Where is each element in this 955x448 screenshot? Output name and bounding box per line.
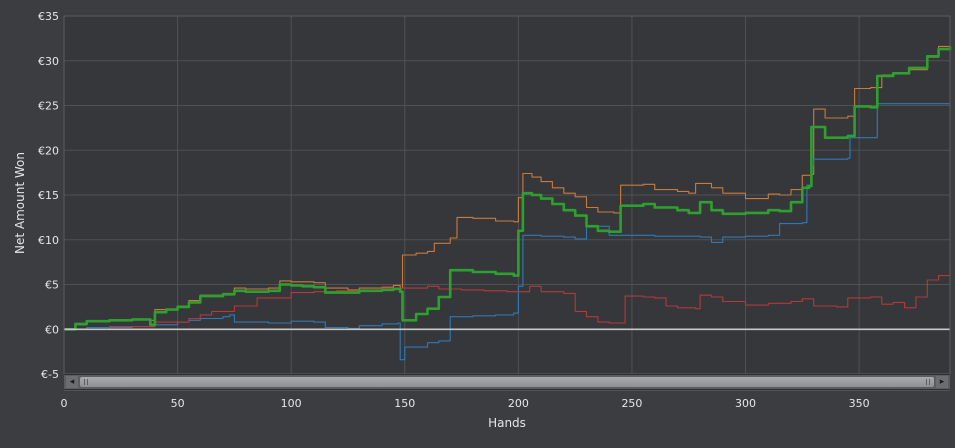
x-tick-label: 0	[61, 397, 68, 410]
grip-line	[929, 379, 930, 385]
x-tick-label: 300	[735, 397, 756, 410]
y-tick-label: €30	[38, 55, 59, 68]
y-tick-label: €20	[38, 144, 59, 157]
y-tick-label: €25	[38, 100, 59, 113]
series-layer	[64, 45, 952, 361]
y-tick-label: €5	[45, 279, 59, 292]
series-line-main	[64, 46, 952, 331]
axis-layer: €-5 €0 €5 €10 €15 €20 €25 €30 €35 0 50 100 150 200 250…	[38, 10, 951, 410]
y-tick-label: €15	[38, 189, 59, 202]
y-tick-label: €10	[38, 234, 59, 247]
scroll-right-button[interactable]: ▸	[936, 376, 948, 388]
y-tick-label: €-5	[41, 368, 59, 381]
x-tick-label: 250	[621, 397, 642, 410]
series-line	[64, 266, 951, 330]
horizontal-scrollbar[interactable]: ◂ ▸	[64, 374, 950, 390]
x-tick-label: 100	[281, 397, 302, 410]
x-tick-label: 350	[849, 397, 870, 410]
grip-line	[84, 379, 85, 385]
grip-line	[87, 379, 88, 385]
x-axis-title: Hands	[488, 416, 526, 430]
y-axis-title: Net Amount Won	[13, 152, 27, 254]
scroll-left-button[interactable]: ◂	[66, 376, 78, 388]
y-tick-label: €35	[38, 10, 59, 23]
x-tick-label: 200	[508, 397, 529, 410]
x-tick-label: 50	[171, 397, 185, 410]
y-tick-label: €0	[45, 323, 59, 336]
series-line	[64, 103, 951, 361]
grip-line	[926, 379, 927, 385]
plot-area	[64, 16, 950, 390]
scroll-thumb[interactable]	[80, 377, 934, 387]
x-tick-label: 150	[394, 397, 415, 410]
